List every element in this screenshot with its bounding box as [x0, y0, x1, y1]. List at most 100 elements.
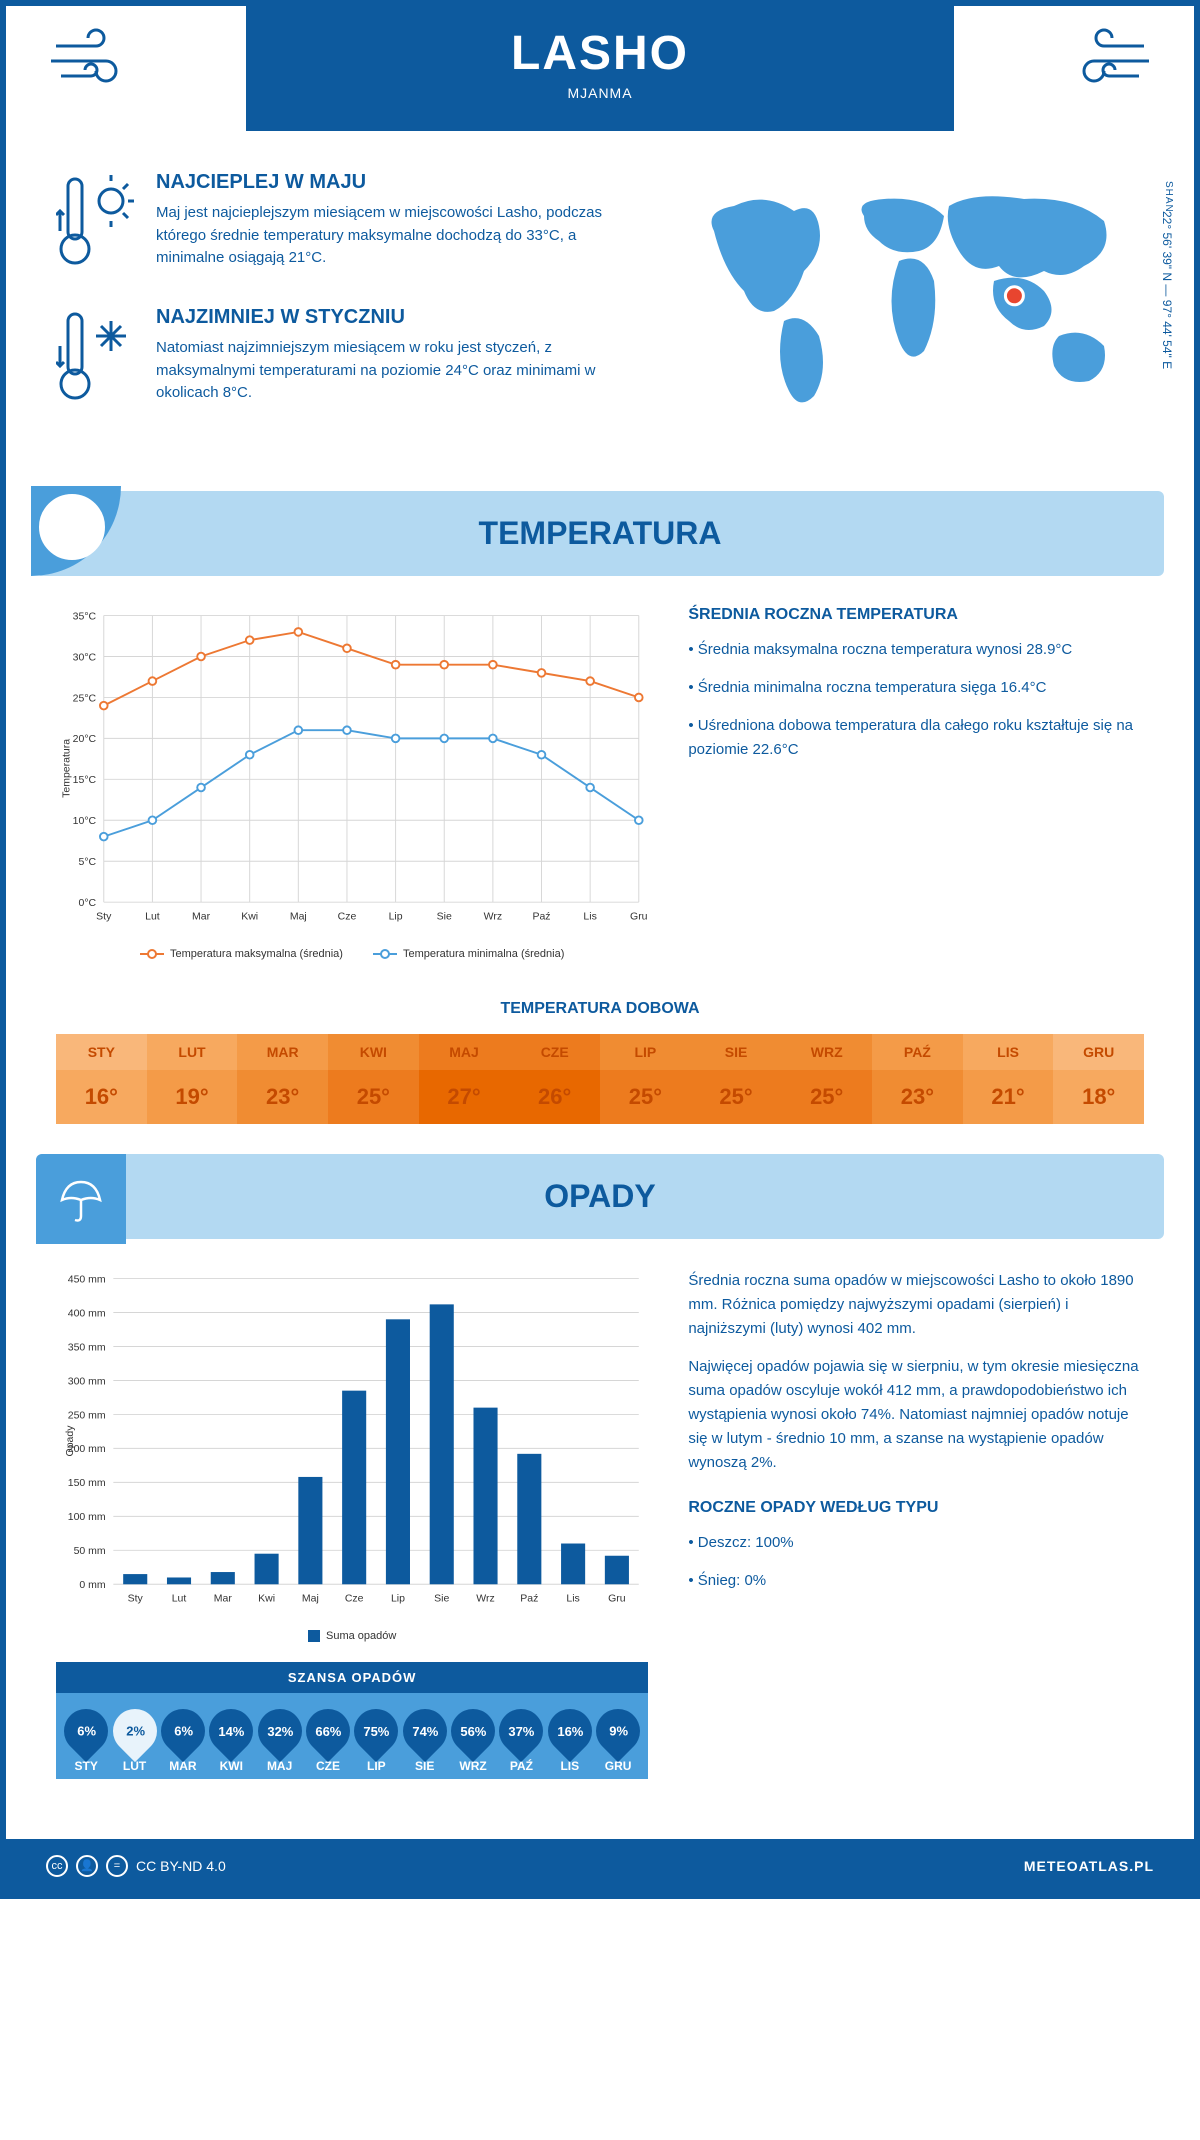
- warmest-fact: NAJCIEPLEJ W MAJU Maj jest najcieplejszy…: [56, 171, 634, 276]
- rain-chance-cell: 56%WRZ: [449, 1709, 497, 1773]
- svg-text:25°C: 25°C: [73, 692, 97, 704]
- rain-type-title: ROCZNE OPADY WEDŁUG TYPU: [688, 1499, 1144, 1517]
- rain-chance-cell: 66%CZE: [304, 1709, 352, 1773]
- svg-text:5°C: 5°C: [79, 856, 97, 868]
- svg-text:50 mm: 50 mm: [74, 1545, 106, 1557]
- daily-cell: WRZ25°: [781, 1034, 872, 1124]
- svg-text:Paź: Paź: [532, 910, 550, 922]
- cc-icon: cc: [46, 1855, 68, 1877]
- svg-text:Maj: Maj: [302, 1592, 319, 1604]
- svg-text:Lut: Lut: [145, 910, 160, 922]
- svg-text:0°C: 0°C: [79, 897, 97, 909]
- by-icon: 👤: [76, 1855, 98, 1877]
- svg-text:Maj: Maj: [290, 910, 307, 922]
- temp-bullet: • Uśredniona dobowa temperatura dla całe…: [688, 714, 1144, 762]
- rain-chance-cell: 9%GRU: [594, 1709, 642, 1773]
- svg-text:Wrz: Wrz: [476, 1592, 494, 1604]
- svg-text:Sty: Sty: [96, 910, 112, 922]
- daily-cell: STY16°: [56, 1034, 147, 1124]
- page-footer: cc 👤 = CC BY-ND 4.0 METEOATLAS.PL: [6, 1839, 1194, 1893]
- svg-text:30°C: 30°C: [73, 651, 97, 663]
- svg-text:Gru: Gru: [608, 1592, 626, 1604]
- nd-icon: =: [106, 1855, 128, 1877]
- svg-text:Kwi: Kwi: [258, 1592, 275, 1604]
- svg-text:Temperatura: Temperatura: [60, 739, 72, 798]
- svg-text:15°C: 15°C: [73, 774, 97, 786]
- svg-text:350 mm: 350 mm: [68, 1341, 106, 1353]
- thermometer-snow-icon: [56, 306, 136, 411]
- rain-type-bullet: • Śnieg: 0%: [688, 1569, 1144, 1593]
- rain-chance-cell: 75%LIP: [352, 1709, 400, 1773]
- daily-cell: SIE25°: [691, 1034, 782, 1124]
- svg-text:Kwi: Kwi: [241, 910, 258, 922]
- svg-text:35°C: 35°C: [73, 610, 97, 622]
- svg-text:Sie: Sie: [434, 1592, 449, 1604]
- rain-chance-cell: 14%KWI: [207, 1709, 255, 1773]
- rain-chance-cell: 74%SIE: [401, 1709, 449, 1773]
- coordinates: 22° 56' 39" N — 97° 44' 54" E: [1160, 211, 1174, 369]
- coldest-text: Natomiast najzimniejszym miesiącem w rok…: [156, 337, 634, 405]
- svg-text:Opady: Opady: [64, 1425, 76, 1457]
- rain-chance-panel: SZANSA OPADÓW 6%STY2%LUT6%MAR14%KWI32%MA…: [56, 1662, 648, 1779]
- rain-chance-cell: 6%STY: [62, 1709, 110, 1773]
- warmest-text: Maj jest najcieplejszym miesiącem w miej…: [156, 202, 634, 270]
- svg-text:Wrz: Wrz: [484, 910, 502, 922]
- svg-text:Lip: Lip: [389, 910, 403, 922]
- coldest-fact: NAJZIMNIEJ W STYCZNIU Natomiast najzimni…: [56, 306, 634, 411]
- svg-text:Mar: Mar: [192, 910, 211, 922]
- country-subtitle: MJANMA: [246, 85, 954, 101]
- rain-chance-cell: 2%LUT: [110, 1709, 158, 1773]
- svg-text:Lis: Lis: [583, 910, 596, 922]
- temp-side-title: ŚREDNIA ROCZNA TEMPERATURA: [688, 606, 1144, 624]
- svg-text:Lis: Lis: [566, 1592, 579, 1604]
- site-name: METEOATLAS.PL: [1024, 1858, 1154, 1874]
- wind-icon: [46, 26, 136, 100]
- wind-icon: [1064, 26, 1154, 100]
- region-label: SHAN: [1163, 181, 1174, 213]
- temp-bullet: • Średnia minimalna roczna temperatura s…: [688, 676, 1144, 700]
- precipitation-section-header: OPADY: [36, 1154, 1164, 1239]
- world-map: SHAN 22° 56' 39" N — 97° 44' 54" E: [664, 171, 1144, 441]
- svg-text:300 mm: 300 mm: [68, 1375, 106, 1387]
- umbrella-icon: [36, 1154, 126, 1244]
- svg-text:450 mm: 450 mm: [68, 1273, 106, 1285]
- location-title: LASHO: [246, 26, 954, 81]
- rain-chance-cell: 16%LIS: [546, 1709, 594, 1773]
- rain-type-bullet: • Deszcz: 100%: [688, 1531, 1144, 1555]
- rain-text-1: Średnia roczna suma opadów w miejscowośc…: [688, 1269, 1144, 1341]
- svg-text:250 mm: 250 mm: [68, 1409, 106, 1421]
- rain-chance-cell: 37%PAŹ: [497, 1709, 545, 1773]
- svg-text:10°C: 10°C: [73, 815, 97, 827]
- temp-bullet: • Średnia maksymalna roczna temperatura …: [688, 638, 1144, 662]
- daily-cell: LIS21°: [963, 1034, 1054, 1124]
- coldest-title: NAJZIMNIEJ W STYCZNIU: [156, 306, 634, 329]
- thermometer-sun-icon: [56, 171, 136, 276]
- svg-text:Lip: Lip: [391, 1592, 405, 1604]
- svg-text:150 mm: 150 mm: [68, 1477, 106, 1489]
- daily-cell: GRU18°: [1053, 1034, 1144, 1124]
- svg-text:Mar: Mar: [214, 1592, 233, 1604]
- svg-text:Sie: Sie: [437, 910, 452, 922]
- daily-cell: PAŹ23°: [872, 1034, 963, 1124]
- temperature-line-chart: 0°C5°C10°C15°C20°C25°C30°C35°CStyLutMarK…: [56, 606, 648, 931]
- daily-cell: CZE26°: [509, 1034, 600, 1124]
- rain-chance-cell: 6%MAR: [159, 1709, 207, 1773]
- daily-cell: KWI25°: [328, 1034, 419, 1124]
- sun-icon: [31, 486, 121, 576]
- daily-cell: MAR23°: [237, 1034, 328, 1124]
- rain-chance-cell: 32%MAJ: [255, 1709, 303, 1773]
- temp-legend: Temperatura maksymalna (średnia) Tempera…: [56, 948, 648, 960]
- daily-temp-table: STY16°LUT19°MAR23°KWI25°MAJ27°CZE26°LIP2…: [56, 1034, 1144, 1124]
- temperature-section-header: TEMPERATURA: [36, 491, 1164, 576]
- svg-text:Cze: Cze: [338, 910, 357, 922]
- daily-cell: LIP25°: [600, 1034, 691, 1124]
- warmest-title: NAJCIEPLEJ W MAJU: [156, 171, 634, 194]
- svg-text:100 mm: 100 mm: [68, 1511, 106, 1523]
- rain-legend: Suma opadów: [56, 1630, 648, 1642]
- daily-cell: LUT19°: [147, 1034, 238, 1124]
- precipitation-bar-chart: 0 mm50 mm100 mm150 mm200 mm250 mm300 mm3…: [56, 1269, 648, 1613]
- svg-text:Cze: Cze: [345, 1592, 364, 1604]
- daily-temp-title: TEMPERATURA DOBOWA: [6, 1000, 1194, 1018]
- svg-text:400 mm: 400 mm: [68, 1307, 106, 1319]
- svg-text:Paź: Paź: [520, 1592, 538, 1604]
